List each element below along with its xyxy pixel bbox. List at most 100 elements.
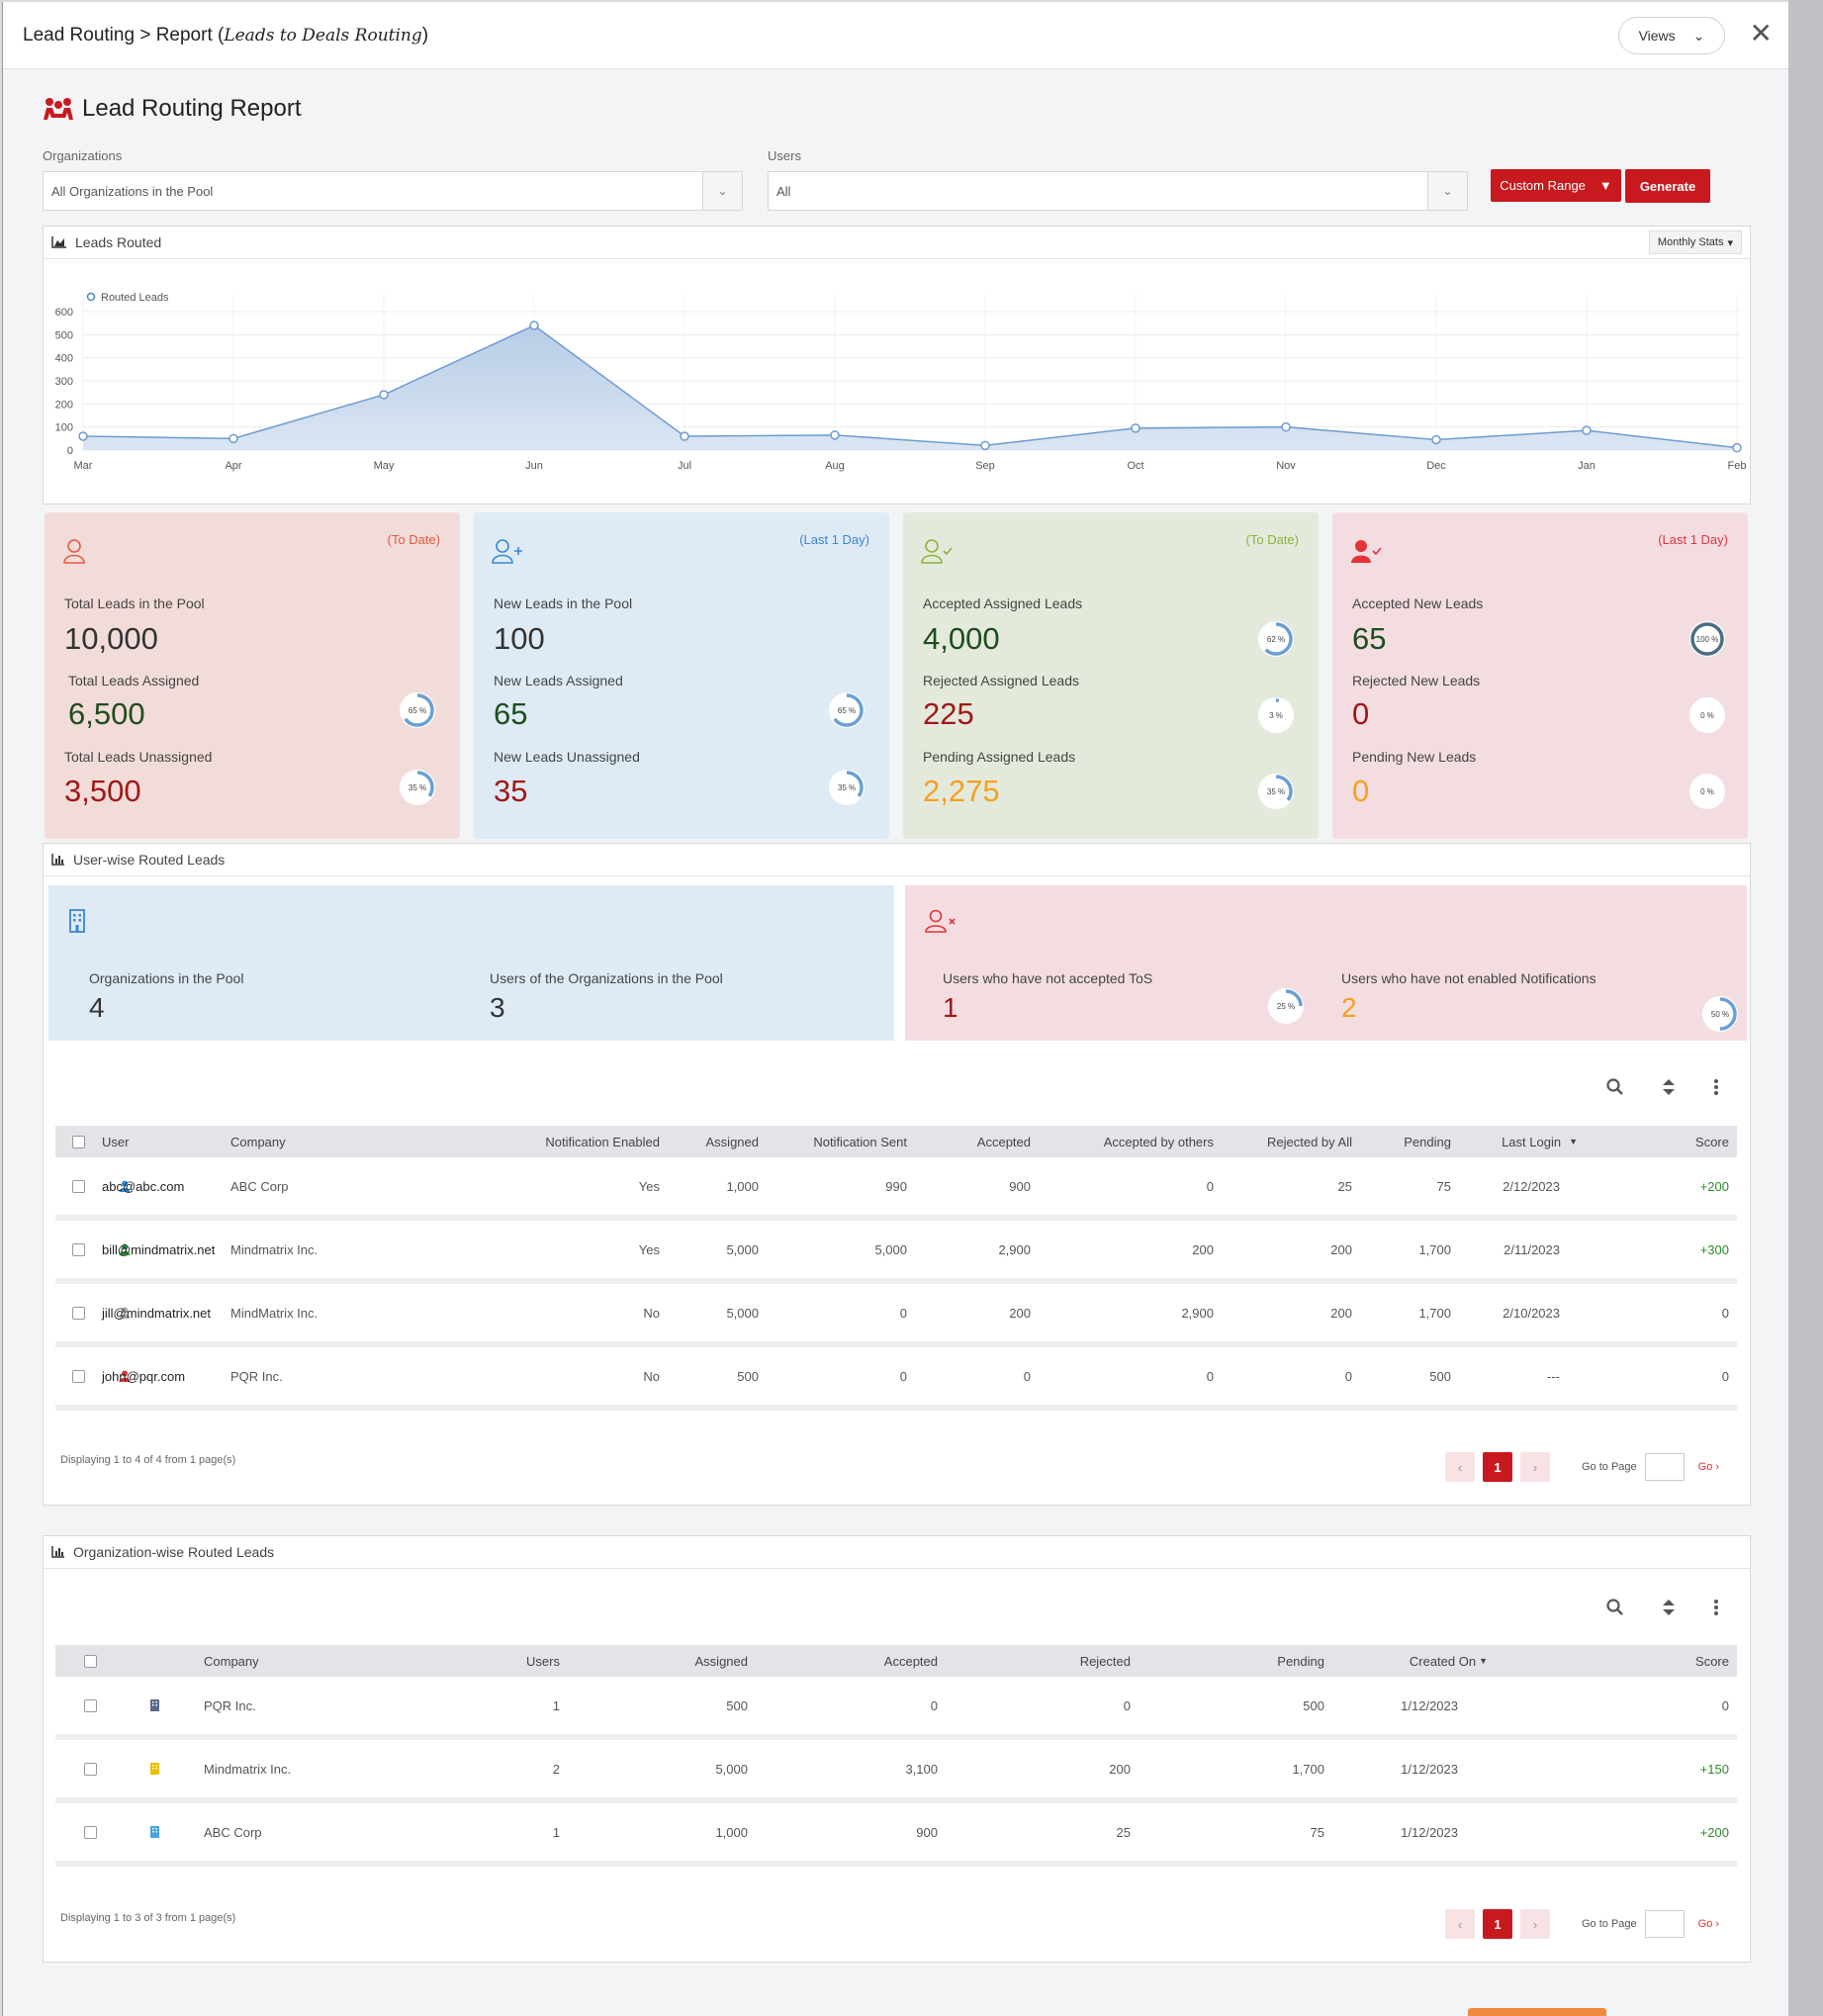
users-in-pool-value: 3 (490, 992, 505, 1023)
table-cell-acc-others: 200 (1192, 1241, 1214, 1257)
column-header[interactable]: Pending (1131, 1645, 1324, 1677)
organizations-label: Organizations (43, 148, 123, 163)
row-checkbox[interactable] (84, 1803, 97, 1861)
select-all-checkbox[interactable] (84, 1645, 97, 1677)
table-row[interactable]: abc@abc.com ABC Corp Yes 1,000 990 900 0 25 75 2/… (55, 1157, 1737, 1221)
table-cell-score: +300 (1699, 1241, 1729, 1257)
table-row[interactable]: jill@mindmatrix.net MindMatrix Inc. No 5,00… (55, 1284, 1737, 1347)
data-point (980, 440, 990, 451)
users-in-pool-label: Users of the Organizations in the Pool (490, 970, 723, 986)
prev-page-button[interactable]: ‹ (1445, 1452, 1475, 1482)
stat-percent-ring: 0 % (1687, 772, 1727, 811)
column-header[interactable]: Company (204, 1645, 402, 1677)
more-vertical-icon[interactable] (1713, 1078, 1719, 1101)
table-cell-company[interactable]: Mindmatrix Inc. (204, 1761, 292, 1777)
series-area (83, 325, 1737, 450)
table-cell-company[interactable]: PQR Inc. (204, 1697, 256, 1713)
table-row[interactable]: PQR Inc. 1 500 0 0 500 1/12/2023 0 (55, 1677, 1737, 1740)
row-checkbox[interactable] (72, 1347, 85, 1405)
table-cell-rejected: 200 (1330, 1241, 1352, 1257)
table-cell-user[interactable]: bill@mindmatrix.net (102, 1241, 216, 1257)
go-button[interactable]: Go › (1697, 1918, 1720, 1930)
column-header[interactable]: Notification Enabled (382, 1126, 660, 1157)
table-row[interactable]: Mindmatrix Inc. 2 5,000 3,100 200 1,700 1/12/2… (55, 1740, 1737, 1803)
table-cell-user[interactable]: abc@abc.com (102, 1178, 185, 1194)
table-cell-acc-others: 2,900 (1181, 1305, 1214, 1321)
table-row[interactable]: bill@mindmatrix.net Mindmatrix Inc. Yes 5,0… (55, 1221, 1737, 1284)
column-header[interactable]: Accepted by others (1031, 1126, 1214, 1157)
custom-range-button[interactable]: Custom Range ▼ (1491, 169, 1621, 202)
monthly-stats-dropdown[interactable]: Monthly Stats ▾ (1648, 230, 1742, 254)
column-header[interactable]: Company (230, 1126, 369, 1157)
close-icon[interactable]: ✕ (1749, 18, 1773, 48)
row-checkbox[interactable] (84, 1740, 97, 1797)
row-checkbox[interactable] (72, 1221, 85, 1278)
more-vertical-icon[interactable] (1713, 1599, 1719, 1621)
column-header[interactable]: Notification Sent (759, 1126, 907, 1157)
row-checkbox[interactable] (72, 1284, 85, 1341)
stat-value: 2,275 (923, 774, 1000, 808)
x-tick-label: Jan (1578, 460, 1595, 472)
column-header[interactable]: Score (1517, 1645, 1729, 1677)
stat-period: (Last 1 Day) (799, 532, 869, 547)
next-page-button[interactable]: › (1520, 1452, 1550, 1482)
stat-value: 0 (1352, 774, 1370, 808)
column-header[interactable]: Rejected by All (1214, 1126, 1352, 1157)
next-page-button[interactable]: › (1520, 1909, 1550, 1939)
search-icon[interactable] (1606, 1599, 1624, 1621)
current-page-button[interactable]: 1 (1483, 1909, 1512, 1939)
column-header[interactable]: Last Login ▼ (1451, 1126, 1599, 1157)
table-cell-pending: 500 (1303, 1697, 1324, 1713)
column-header[interactable]: Accepted (907, 1126, 1031, 1157)
generate-button[interactable]: Generate (1625, 169, 1710, 203)
table-cell-user[interactable]: jill@mindmatrix.net (102, 1305, 211, 1321)
sort-desc-icon: ▼ (1479, 1656, 1488, 1666)
views-dropdown[interactable]: Views ⌄ (1618, 17, 1725, 54)
users-select[interactable]: All ⌄ (768, 171, 1468, 211)
column-header[interactable]: Pending (1352, 1126, 1451, 1157)
column-header-label: Last Login (1502, 1134, 1562, 1149)
column-header[interactable]: Score (1599, 1126, 1729, 1157)
bottom-action-tab[interactable] (1468, 2008, 1606, 2016)
views-label: Views (1638, 28, 1676, 44)
goto-page-input[interactable] (1644, 1910, 1685, 1938)
select-all-checkbox[interactable] (72, 1126, 85, 1157)
table-cell-company: Mindmatrix Inc. (230, 1241, 319, 1257)
prev-page-button[interactable]: ‹ (1445, 1909, 1475, 1939)
sort-icon[interactable] (1662, 1599, 1676, 1621)
table-cell-score: +200 (1699, 1824, 1729, 1840)
search-icon[interactable] (1606, 1078, 1624, 1101)
table-row[interactable]: john@pqr.com PQR Inc. No 500 0 0 0 0 500 --- 0 (55, 1347, 1737, 1411)
chevron-down-icon[interactable]: ⌄ (1427, 172, 1467, 210)
row-checkbox[interactable] (84, 1677, 97, 1734)
column-header[interactable]: Rejected (938, 1645, 1131, 1677)
bar-chart-icon (51, 854, 64, 866)
current-page-button[interactable]: 1 (1483, 1452, 1512, 1482)
column-header-label: Rejected by All (1267, 1134, 1352, 1149)
column-header[interactable]: User (102, 1126, 221, 1157)
column-header[interactable]: Created On ▼ (1324, 1645, 1488, 1677)
table-cell-sent: 5,000 (874, 1241, 907, 1257)
stat-percent-ring: 100 % (1687, 619, 1727, 659)
table-cell-accepted: 900 (1009, 1178, 1031, 1194)
table-row[interactable]: ABC Corp 1 1,000 900 25 75 1/12/2023 +200 (55, 1803, 1737, 1867)
stat-card: (To Date) Accepted Assigned Leads 4,000 62 … (903, 512, 1319, 839)
orgs-in-pool-label: Organizations in the Pool (89, 970, 244, 986)
table-cell-pending: 1,700 (1418, 1305, 1451, 1321)
table-cell-notif: No (643, 1305, 660, 1321)
column-header[interactable]: Assigned (660, 1126, 759, 1157)
sort-icon[interactable] (1662, 1078, 1676, 1101)
column-header[interactable]: Assigned (560, 1645, 748, 1677)
table-cell-company[interactable]: ABC Corp (204, 1824, 262, 1840)
table-cell-user[interactable]: john@pqr.com (102, 1368, 186, 1384)
organizations-select[interactable]: All Organizations in the Pool ⌄ (43, 171, 743, 211)
org-table-header: Company Users Assigned Accepted Rejected Pend… (55, 1645, 1737, 1677)
row-checkbox[interactable] (72, 1157, 85, 1215)
stat-value: 6,500 (68, 696, 145, 731)
y-tick-label: 200 (55, 399, 73, 411)
column-header[interactable]: Accepted (748, 1645, 938, 1677)
go-button[interactable]: Go › (1697, 1461, 1720, 1473)
chevron-down-icon[interactable]: ⌄ (702, 172, 742, 210)
goto-page-input[interactable] (1644, 1453, 1685, 1481)
column-header[interactable]: Users (402, 1645, 560, 1677)
